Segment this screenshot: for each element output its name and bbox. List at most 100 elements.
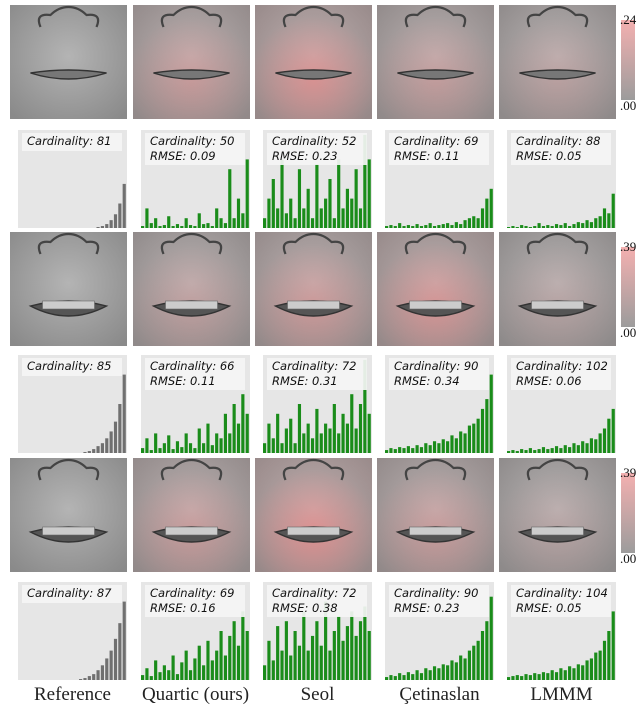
histogram-bar — [193, 448, 197, 453]
histogram-bar — [319, 645, 323, 680]
nose — [404, 5, 467, 28]
face-render — [377, 458, 494, 572]
histogram-bar — [109, 650, 113, 680]
histogram-bar — [563, 445, 567, 453]
histogram-bar — [389, 225, 393, 228]
cardinality-label: Cardinality: 69 — [394, 134, 479, 148]
histogram-bar — [437, 443, 441, 453]
histogram-bar — [184, 218, 188, 228]
histogram-bar — [276, 413, 280, 453]
histogram-bar — [611, 408, 615, 453]
histogram-bar — [100, 226, 104, 228]
histogram-bar — [559, 668, 563, 680]
face-render — [10, 458, 127, 572]
histogram-bar — [594, 439, 598, 453]
histogram-bar — [533, 450, 537, 453]
histogram-bar — [350, 611, 354, 680]
face-skin — [10, 232, 127, 346]
label-box — [511, 585, 611, 617]
histogram-bar — [297, 404, 302, 453]
histogram-bar — [241, 394, 245, 453]
rmse-label: RMSE: 0.34 — [394, 374, 460, 388]
histogram-bar — [122, 183, 126, 228]
histogram-bar — [245, 631, 249, 680]
histogram-bar — [520, 225, 524, 228]
histogram-bar — [118, 623, 122, 680]
histogram-bar — [467, 650, 471, 680]
histogram-bar — [241, 611, 245, 680]
histogram-bar — [454, 662, 458, 680]
rmse-label: RMSE: 0.16 — [150, 601, 216, 615]
rmse-label: RMSE: 0.38 — [272, 601, 338, 615]
histogram-bar — [113, 214, 118, 228]
histogram-bar — [393, 676, 397, 680]
histogram-bar — [385, 677, 389, 680]
histogram-bar — [206, 223, 210, 228]
histogram-bar — [96, 446, 100, 453]
histogram-bar — [450, 225, 454, 228]
histogram-bar — [109, 220, 113, 228]
histogram-bar — [576, 445, 580, 453]
histogram-bar — [113, 638, 118, 680]
histogram-bar — [297, 645, 302, 680]
histogram-bar — [302, 433, 306, 453]
histogram-bar — [515, 451, 519, 453]
histogram-bar — [232, 621, 236, 680]
histogram-bar — [528, 227, 532, 228]
histogram-bar — [441, 439, 445, 453]
histogram-bar — [533, 673, 537, 680]
mouth — [397, 69, 474, 80]
histogram-bar — [280, 443, 284, 453]
histogram-bar — [92, 449, 96, 453]
colorbar — [621, 247, 635, 327]
label-box — [22, 133, 122, 151]
cardinality-label: Cardinality: 50 — [150, 134, 235, 148]
label-box — [511, 358, 611, 390]
histogram-bar — [485, 621, 489, 680]
histogram-bar — [324, 601, 328, 680]
histogram-bar — [118, 203, 122, 228]
histogram-bar — [602, 208, 607, 228]
histogram-bar — [428, 223, 432, 228]
histogram-bar — [113, 421, 118, 453]
histogram-bar — [162, 225, 166, 228]
label-box — [267, 585, 367, 617]
histogram-bar — [515, 675, 519, 680]
histogram-bar — [446, 441, 450, 453]
histogram-bar — [341, 208, 345, 228]
histogram-bar — [476, 218, 480, 228]
histogram-bar — [546, 673, 550, 680]
histogram-bar — [389, 675, 393, 680]
histogram-bar — [581, 223, 585, 228]
histogram-bar — [332, 218, 336, 228]
histogram-bar — [563, 223, 567, 228]
histogram-bar — [228, 169, 232, 228]
histogram-bar — [271, 438, 275, 453]
histogram-bar — [202, 443, 206, 453]
histogram-bar — [450, 660, 454, 680]
histogram-bar — [537, 449, 541, 453]
histogram-bar — [485, 198, 489, 228]
column-label: Quartic (ours) — [142, 684, 249, 705]
histogram-bar — [175, 674, 180, 680]
histogram-bar — [585, 443, 589, 453]
face-render — [133, 232, 250, 346]
histogram-bar — [441, 224, 445, 228]
histogram-bar — [568, 666, 572, 680]
cardinality-label: Cardinality: 87 — [27, 586, 112, 600]
teeth — [409, 526, 462, 536]
histogram-bar — [162, 443, 166, 453]
teeth — [42, 300, 95, 310]
histogram-bar — [180, 662, 184, 680]
histogram-bar — [393, 449, 397, 453]
histogram-bar — [167, 670, 171, 680]
cardinality-label: Cardinality: 72 — [272, 586, 357, 600]
teeth — [165, 526, 218, 536]
histogram-bar — [367, 631, 371, 680]
histogram-bar — [472, 645, 476, 680]
histogram-bar — [332, 631, 336, 680]
histogram-bar — [489, 596, 493, 680]
rmse-label: RMSE: 0.05 — [516, 149, 582, 163]
label-box — [389, 358, 489, 390]
cardinality-label: Cardinality: 52 — [272, 134, 357, 148]
